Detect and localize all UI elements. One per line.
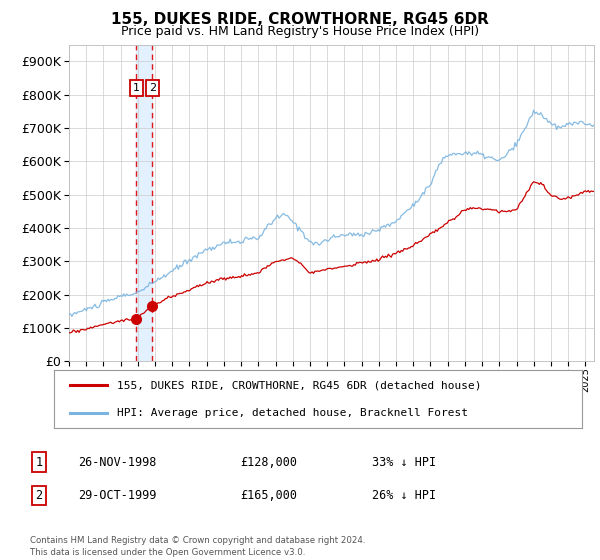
Text: 2: 2 [35, 489, 43, 502]
Text: 155, DUKES RIDE, CROWTHORNE, RG45 6DR (detached house): 155, DUKES RIDE, CROWTHORNE, RG45 6DR (d… [118, 380, 482, 390]
Text: 26-NOV-1998: 26-NOV-1998 [78, 455, 157, 469]
Text: 2: 2 [149, 83, 156, 93]
Text: £128,000: £128,000 [240, 455, 297, 469]
Text: HPI: Average price, detached house, Bracknell Forest: HPI: Average price, detached house, Brac… [118, 408, 469, 418]
Text: 1: 1 [35, 455, 43, 469]
Text: 155, DUKES RIDE, CROWTHORNE, RG45 6DR: 155, DUKES RIDE, CROWTHORNE, RG45 6DR [111, 12, 489, 27]
Text: £165,000: £165,000 [240, 489, 297, 502]
Text: 26% ↓ HPI: 26% ↓ HPI [372, 489, 436, 502]
Text: Contains HM Land Registry data © Crown copyright and database right 2024.
This d: Contains HM Land Registry data © Crown c… [30, 536, 365, 557]
Text: Price paid vs. HM Land Registry's House Price Index (HPI): Price paid vs. HM Land Registry's House … [121, 25, 479, 38]
Bar [136, 45, 152, 361]
Text: 29-OCT-1999: 29-OCT-1999 [78, 489, 157, 502]
Text: 1: 1 [133, 83, 140, 93]
Text: 33% ↓ HPI: 33% ↓ HPI [372, 455, 436, 469]
